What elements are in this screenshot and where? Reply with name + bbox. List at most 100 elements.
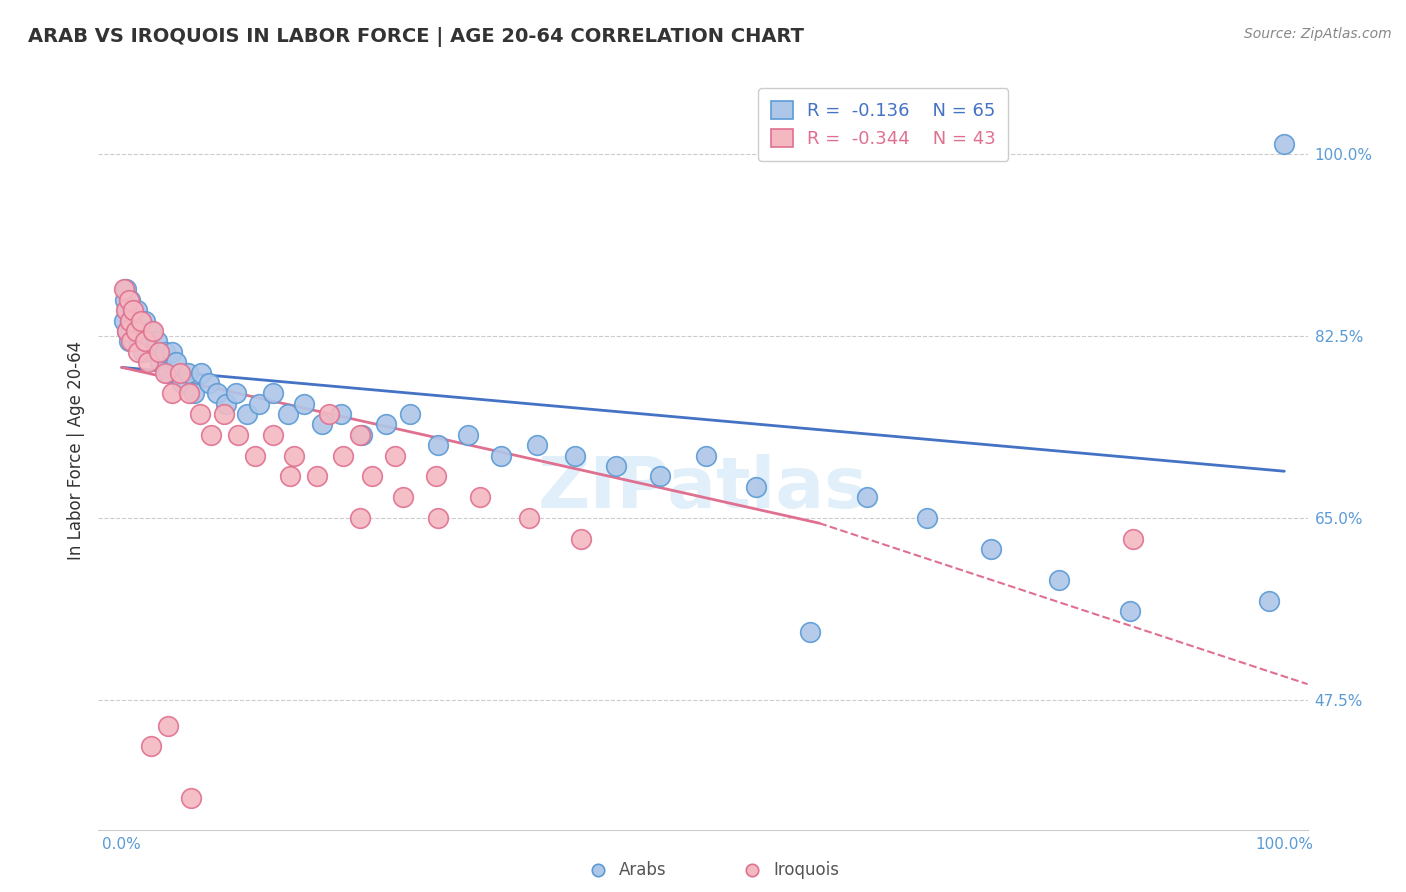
Point bbox=[131, 344, 153, 359]
Point bbox=[118, 334, 141, 349]
Point bbox=[392, 490, 415, 504]
Text: ARAB VS IROQUOIS IN LABOR FORCE | AGE 20-64 CORRELATION CHART: ARAB VS IROQUOIS IN LABOR FORCE | AGE 20… bbox=[28, 27, 804, 46]
Point bbox=[157, 719, 180, 733]
Point bbox=[179, 386, 201, 401]
Point bbox=[384, 449, 406, 463]
Point bbox=[198, 376, 221, 390]
Point bbox=[138, 355, 160, 369]
Point bbox=[114, 293, 136, 307]
Point bbox=[262, 428, 284, 442]
Point bbox=[349, 428, 371, 442]
Point bbox=[139, 739, 162, 754]
Point bbox=[569, 532, 592, 546]
Point bbox=[134, 334, 156, 349]
Point bbox=[118, 313, 141, 327]
Point bbox=[360, 469, 382, 483]
Point bbox=[118, 313, 141, 327]
Point bbox=[330, 407, 353, 421]
Point bbox=[695, 449, 717, 463]
Point bbox=[586, 863, 609, 877]
Point bbox=[426, 438, 449, 452]
Point bbox=[115, 283, 138, 297]
Point bbox=[127, 344, 149, 359]
Point bbox=[648, 469, 671, 483]
Point bbox=[278, 469, 301, 483]
Point bbox=[292, 397, 315, 411]
Point bbox=[799, 625, 821, 640]
Point bbox=[489, 449, 512, 463]
Point bbox=[153, 344, 176, 359]
Point bbox=[1122, 532, 1144, 546]
Point bbox=[526, 438, 548, 452]
Point bbox=[120, 334, 142, 349]
Point bbox=[468, 490, 491, 504]
Point bbox=[142, 324, 165, 338]
Point bbox=[188, 407, 211, 421]
Point bbox=[605, 458, 627, 473]
Y-axis label: In Labor Force | Age 20-64: In Labor Force | Age 20-64 bbox=[66, 341, 84, 560]
Text: ZIPatlas: ZIPatlas bbox=[538, 454, 868, 523]
Point bbox=[148, 344, 170, 359]
Point bbox=[134, 313, 156, 327]
Point bbox=[1047, 574, 1070, 588]
Point bbox=[1118, 604, 1140, 618]
Point bbox=[149, 355, 172, 369]
Point bbox=[741, 863, 763, 877]
Point bbox=[236, 407, 259, 421]
Point bbox=[122, 303, 145, 318]
Point bbox=[128, 313, 150, 327]
Point bbox=[165, 355, 187, 369]
Point bbox=[1258, 594, 1281, 608]
Point bbox=[745, 480, 768, 494]
Text: Arabs: Arabs bbox=[619, 861, 666, 879]
Point bbox=[160, 386, 183, 401]
Point bbox=[917, 511, 939, 525]
Point bbox=[212, 407, 235, 421]
Point bbox=[352, 428, 374, 442]
Point bbox=[121, 303, 143, 318]
Point bbox=[225, 386, 247, 401]
Point bbox=[426, 511, 449, 525]
Text: Source: ZipAtlas.com: Source: ZipAtlas.com bbox=[1244, 27, 1392, 41]
Point bbox=[1272, 137, 1295, 152]
Point bbox=[457, 428, 479, 442]
Point bbox=[122, 334, 145, 349]
Point bbox=[980, 542, 1002, 557]
Point bbox=[115, 303, 138, 318]
Point bbox=[332, 449, 354, 463]
Point bbox=[399, 407, 422, 421]
Point bbox=[132, 324, 155, 338]
Point bbox=[283, 449, 305, 463]
Point bbox=[245, 449, 267, 463]
Point bbox=[425, 469, 447, 483]
Point bbox=[120, 324, 142, 338]
Point bbox=[131, 334, 153, 349]
Point bbox=[117, 303, 139, 318]
Point bbox=[311, 417, 333, 432]
Point bbox=[564, 449, 586, 463]
Point bbox=[112, 313, 135, 327]
Point bbox=[139, 324, 162, 338]
Point bbox=[190, 366, 212, 380]
Point bbox=[172, 376, 194, 390]
Point bbox=[118, 293, 141, 307]
Point bbox=[215, 397, 238, 411]
Point bbox=[142, 344, 165, 359]
Point bbox=[136, 334, 159, 349]
Point bbox=[129, 324, 152, 338]
Legend: R =  -0.136    N = 65, R =  -0.344    N = 43: R = -0.136 N = 65, R = -0.344 N = 43 bbox=[758, 88, 1008, 161]
Point bbox=[124, 324, 146, 338]
Point bbox=[117, 324, 139, 338]
Point bbox=[205, 386, 228, 401]
Point bbox=[200, 428, 222, 442]
Point bbox=[118, 293, 141, 307]
Point bbox=[127, 334, 149, 349]
Point bbox=[125, 303, 148, 318]
Point bbox=[226, 428, 249, 442]
Point bbox=[124, 313, 146, 327]
Point bbox=[262, 386, 284, 401]
Point bbox=[117, 324, 139, 338]
Point bbox=[374, 417, 396, 432]
Point bbox=[169, 366, 191, 380]
Point bbox=[177, 366, 200, 380]
